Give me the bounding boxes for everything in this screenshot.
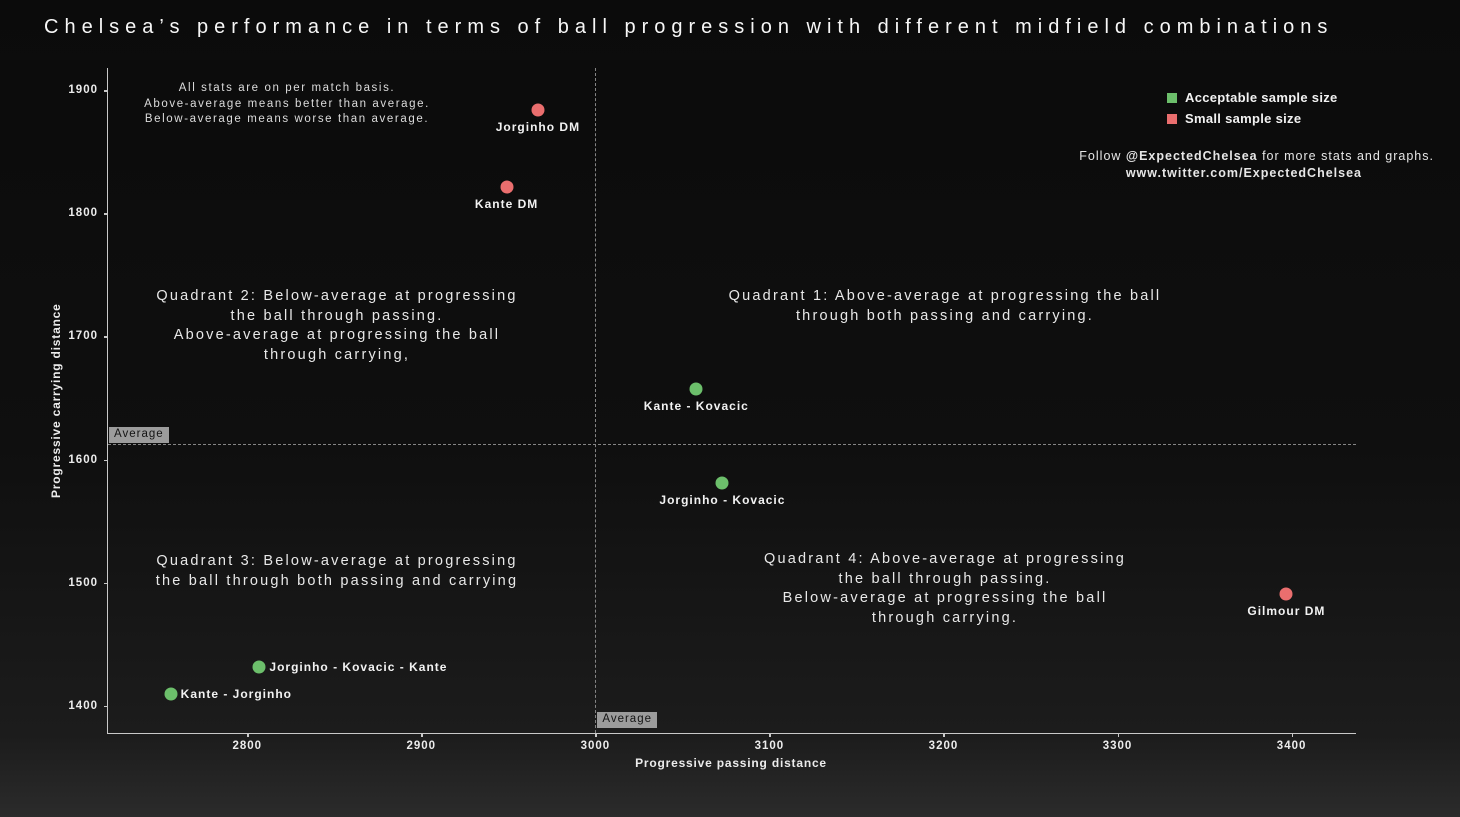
data-point <box>715 476 729 490</box>
y-tick-mark <box>104 582 108 585</box>
follow-text-suffix: for more stats and graphs. <box>1257 149 1434 163</box>
legend-item: Small sample size <box>1167 111 1338 126</box>
x-tick-mark <box>769 733 771 737</box>
y-tick-label: 1500 <box>68 576 98 589</box>
x-tick-label: 3200 <box>928 740 959 752</box>
y-axis-label: Progressive carrying distance <box>49 303 63 498</box>
x-tick-mark <box>421 733 423 737</box>
data-point-label: Kante - Jorginho <box>180 686 292 701</box>
x-tick-label: 2900 <box>406 740 437 752</box>
data-point <box>531 103 545 117</box>
data-point <box>1279 587 1293 601</box>
quadrant-1-text: Quadrant 1: Above-average at progressing… <box>728 288 1162 324</box>
average-label-y: Average <box>109 426 169 443</box>
data-point-label: Jorginho - Kovacic - Kante <box>269 659 448 674</box>
data-point <box>689 382 703 396</box>
data-point-label: Jorginho - Kovacic <box>659 493 786 507</box>
legend-item: Acceptable sample size <box>1167 90 1338 105</box>
y-tick-label: 1400 <box>68 699 98 712</box>
legend-swatch-icon <box>1167 92 1177 103</box>
data-point <box>500 180 514 194</box>
data-point-label: Jorginho DM <box>495 119 581 134</box>
y-tick-mark <box>104 705 108 708</box>
x-tick-mark <box>247 733 249 737</box>
twitter-url: www.twitter.com/ExpectedChelsea <box>1125 165 1362 180</box>
quadrant-2-text: Quadrant 2: Below-average at progressing… <box>156 288 518 363</box>
x-tick-label: 3000 <box>580 740 611 752</box>
x-axis-label: Progressive passing distance <box>635 756 827 770</box>
quadrant-4-text: Quadrant 4: Above-average at progressing… <box>763 551 1127 626</box>
follow-line: Follow @ExpectedChelsea for more stats a… <box>1079 148 1434 165</box>
chart-title: Chelsea’s performance in terms of ball p… <box>44 16 1334 38</box>
x-tick-label: 2800 <box>232 740 263 752</box>
data-point <box>164 687 178 701</box>
legend-label: Small sample size <box>1185 111 1302 126</box>
quadrant-3-text: Quadrant 3: Below-average at progressing… <box>155 553 519 589</box>
average-line-vertical <box>595 68 597 733</box>
attribution: Follow @ExpectedChelsea for more stats a… <box>1079 148 1434 181</box>
y-tick-label: 1600 <box>68 453 98 466</box>
y-tick-mark <box>104 90 108 92</box>
data-point-label: Kante - Kovacic <box>643 399 749 414</box>
y-tick-label: 1700 <box>68 330 98 343</box>
x-tick-mark <box>1291 733 1294 737</box>
data-point-label: Kante DM <box>474 197 539 212</box>
stats-note: All stats are on per match basis. Above-… <box>144 82 430 125</box>
legend-label: Acceptable sample size <box>1185 90 1338 105</box>
y-tick-mark <box>104 213 108 215</box>
x-tick-mark <box>943 733 945 737</box>
x-tick-label: 3400 <box>1276 740 1307 752</box>
follow-text-prefix: Follow <box>1079 149 1126 163</box>
y-tick-mark <box>104 336 108 338</box>
legend-swatch-icon <box>1167 113 1177 124</box>
y-tick-label: 1800 <box>68 207 98 220</box>
average-line-horizontal <box>108 443 1356 445</box>
x-tick-mark <box>1117 733 1120 737</box>
average-label-x: Average <box>597 712 657 728</box>
y-tick-mark <box>104 459 108 462</box>
data-point-label: Gilmour DM <box>1247 603 1326 618</box>
legend: Acceptable sample size Small sample size <box>1167 90 1338 132</box>
plot-area: 2800 2900 3000 3100 3200 3300 3400 1400 1500 1600… <box>68 68 1356 752</box>
data-point <box>252 660 266 673</box>
x-tick-label: 3100 <box>754 740 785 752</box>
x-tick-mark <box>595 733 597 737</box>
x-tick-label: 3300 <box>1102 740 1133 752</box>
twitter-handle: @ExpectedChelsea <box>1125 149 1258 163</box>
y-tick-label: 1900 <box>68 84 98 97</box>
